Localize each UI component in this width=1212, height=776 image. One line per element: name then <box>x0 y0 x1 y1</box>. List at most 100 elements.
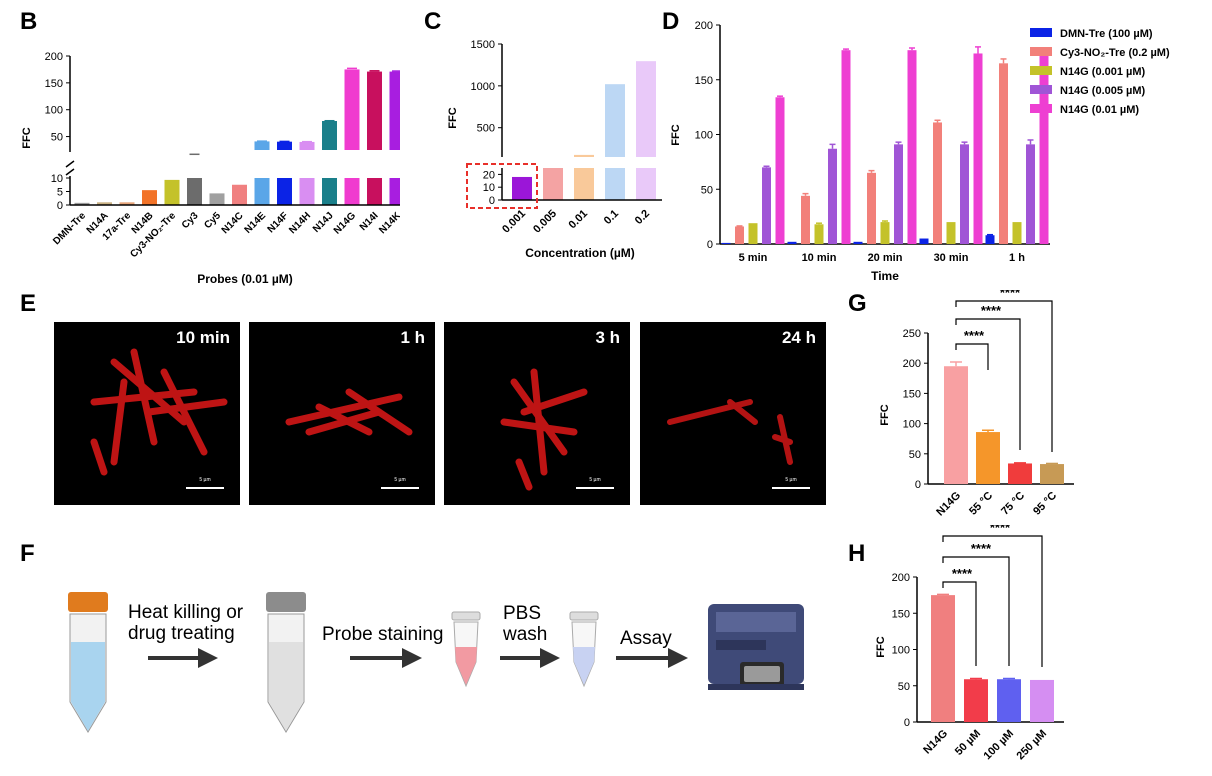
legend-label: Cy3-NO₂-Tre (0.2 µM) <box>1060 47 1170 59</box>
scale-bar-label: 5 µm <box>785 477 797 483</box>
bar-DMN-Tre <box>74 202 90 205</box>
timepoint-label: 1 h <box>400 328 425 347</box>
scale-bar-label: 5 µm <box>199 477 211 483</box>
significance-stars: **** <box>964 328 985 343</box>
bar-lower-N14G <box>344 178 360 205</box>
scale-bar: 5 µm <box>772 477 810 489</box>
bar-N14G <box>931 595 955 722</box>
bar-100 µM <box>997 679 1021 722</box>
significance-bracket <box>942 535 1043 667</box>
y-tick-label: 20 <box>483 169 495 181</box>
significance-bracket <box>942 556 1010 666</box>
bar-20 min-3 <box>894 144 903 244</box>
x-tick-label: 0.2 <box>633 208 652 227</box>
y-tick-label: 250 <box>903 328 921 340</box>
bar-Cy3-NO2-Tre <box>164 179 180 205</box>
y-tick-label: 0 <box>57 200 63 212</box>
bar-Cy5 <box>209 193 225 205</box>
y-tick-label: 1000 <box>471 81 495 93</box>
x-tick-label: 50 µM <box>953 728 983 758</box>
bar-5 min-4 <box>775 97 785 245</box>
bar-1 h-1 <box>999 63 1008 245</box>
bar-1 h-2 <box>1012 222 1022 244</box>
y-tick-label: 5 <box>57 187 63 199</box>
bar-lower-Cy3 <box>187 178 202 205</box>
x-tick-label: DMN-Tre <box>51 210 88 247</box>
bar-30 min-2 <box>946 222 956 244</box>
significance-stars: **** <box>981 303 1002 318</box>
x-tick-label: 95 °C <box>1031 490 1059 518</box>
y-tick-label: 1500 <box>471 39 495 51</box>
legend-label: N14G (0.005 µM) <box>1060 85 1146 97</box>
bacteria-cluster <box>667 399 793 465</box>
x-tick-label: 0.1 <box>602 208 621 227</box>
bar-lower-0.01 <box>574 168 594 200</box>
eppendorf-blue-icon <box>569 611 599 688</box>
x-tick-label: N14E <box>243 210 269 236</box>
falcon-tube-blue-icon <box>68 592 108 733</box>
bar-1 h-4 <box>1039 54 1049 244</box>
bar-upper-N14E <box>254 141 270 150</box>
y-tick-label: 50 <box>51 132 63 144</box>
legend-label: DMN-Tre (100 µM) <box>1060 28 1153 40</box>
significance-bracket <box>955 343 989 370</box>
y-tick-label: 150 <box>903 388 921 400</box>
x-tick-label: N14C <box>220 210 246 236</box>
scale-bar: 5 µm <box>381 477 419 489</box>
y-tick-label: 10 <box>483 182 495 194</box>
x-tick-label: N14J <box>311 210 336 235</box>
y-axis-title: FFC <box>447 107 459 128</box>
y-axis-title: FFC <box>875 636 887 657</box>
bar-17a-Tre <box>119 202 135 205</box>
axis-break-mark <box>65 160 75 168</box>
bar-10 min-3 <box>828 148 837 244</box>
y-tick-label: 150 <box>45 78 63 90</box>
y-tick-label: 0 <box>915 479 921 491</box>
y-axis-title: FFC <box>879 404 891 425</box>
y-tick-label: 50 <box>701 184 713 196</box>
x-tick-label: 55 °C <box>967 490 995 518</box>
bar-20 min-0 <box>853 241 863 244</box>
bar-95 °C <box>1040 464 1064 484</box>
significance-bracket <box>955 318 1021 450</box>
bar-10 min-2 <box>814 224 824 244</box>
y-tick-label: 200 <box>903 358 921 370</box>
bar-upper-0.01 <box>574 154 594 157</box>
chart-d: 0 50 100 150 200 FFC 5 min 10 min 20 min 30 min 1 … <box>670 20 1170 283</box>
timepoint-label: 10 min <box>176 328 230 347</box>
y-tick-label: 100 <box>45 105 63 117</box>
x-tick-label: 0.01 <box>566 208 590 232</box>
bar-N14G <box>944 366 968 484</box>
bar-30 min-4 <box>973 53 983 244</box>
y-axis-title: FFC <box>670 124 682 145</box>
y-tick-label: 200 <box>695 20 713 32</box>
axis-break-mark <box>65 168 75 176</box>
panel-label-h: H <box>848 540 866 567</box>
significance-stars: **** <box>952 566 973 581</box>
x-axis-title: Concentration (µM) <box>525 246 635 260</box>
y-tick-label: 150 <box>695 75 713 87</box>
bacteria-cluster <box>90 348 228 476</box>
bar-upper-N14J <box>322 120 337 150</box>
x-tick-label: 20 min <box>868 252 903 264</box>
x-tick-label: Cy3 <box>180 210 201 231</box>
x-tick-label: 0.001 <box>500 208 528 236</box>
legend-swatch <box>1030 104 1052 113</box>
x-axis-title: Time <box>871 269 899 283</box>
x-tick-label: 0.005 <box>531 208 559 236</box>
legend-label: N14G (0.001 µM) <box>1060 66 1146 78</box>
bar-75 °C <box>1008 463 1032 484</box>
workflow-graphics <box>68 592 804 733</box>
micrograph-1h: 1 h 5 µm <box>249 322 435 505</box>
legend-swatch <box>1030 47 1052 56</box>
bar-30 min-0 <box>919 238 929 244</box>
bar-55 °C <box>976 432 1000 484</box>
bar-1 h-0 <box>985 235 995 244</box>
step-pbs-wash-label: PBS wash <box>503 603 548 645</box>
bar-upper-0.2 <box>636 61 656 158</box>
bar-10 min-4 <box>841 50 851 245</box>
x-tick-label: 100 µM <box>982 728 1017 763</box>
x-tick-label: N14K <box>377 210 400 236</box>
significance-stars: **** <box>971 541 992 556</box>
